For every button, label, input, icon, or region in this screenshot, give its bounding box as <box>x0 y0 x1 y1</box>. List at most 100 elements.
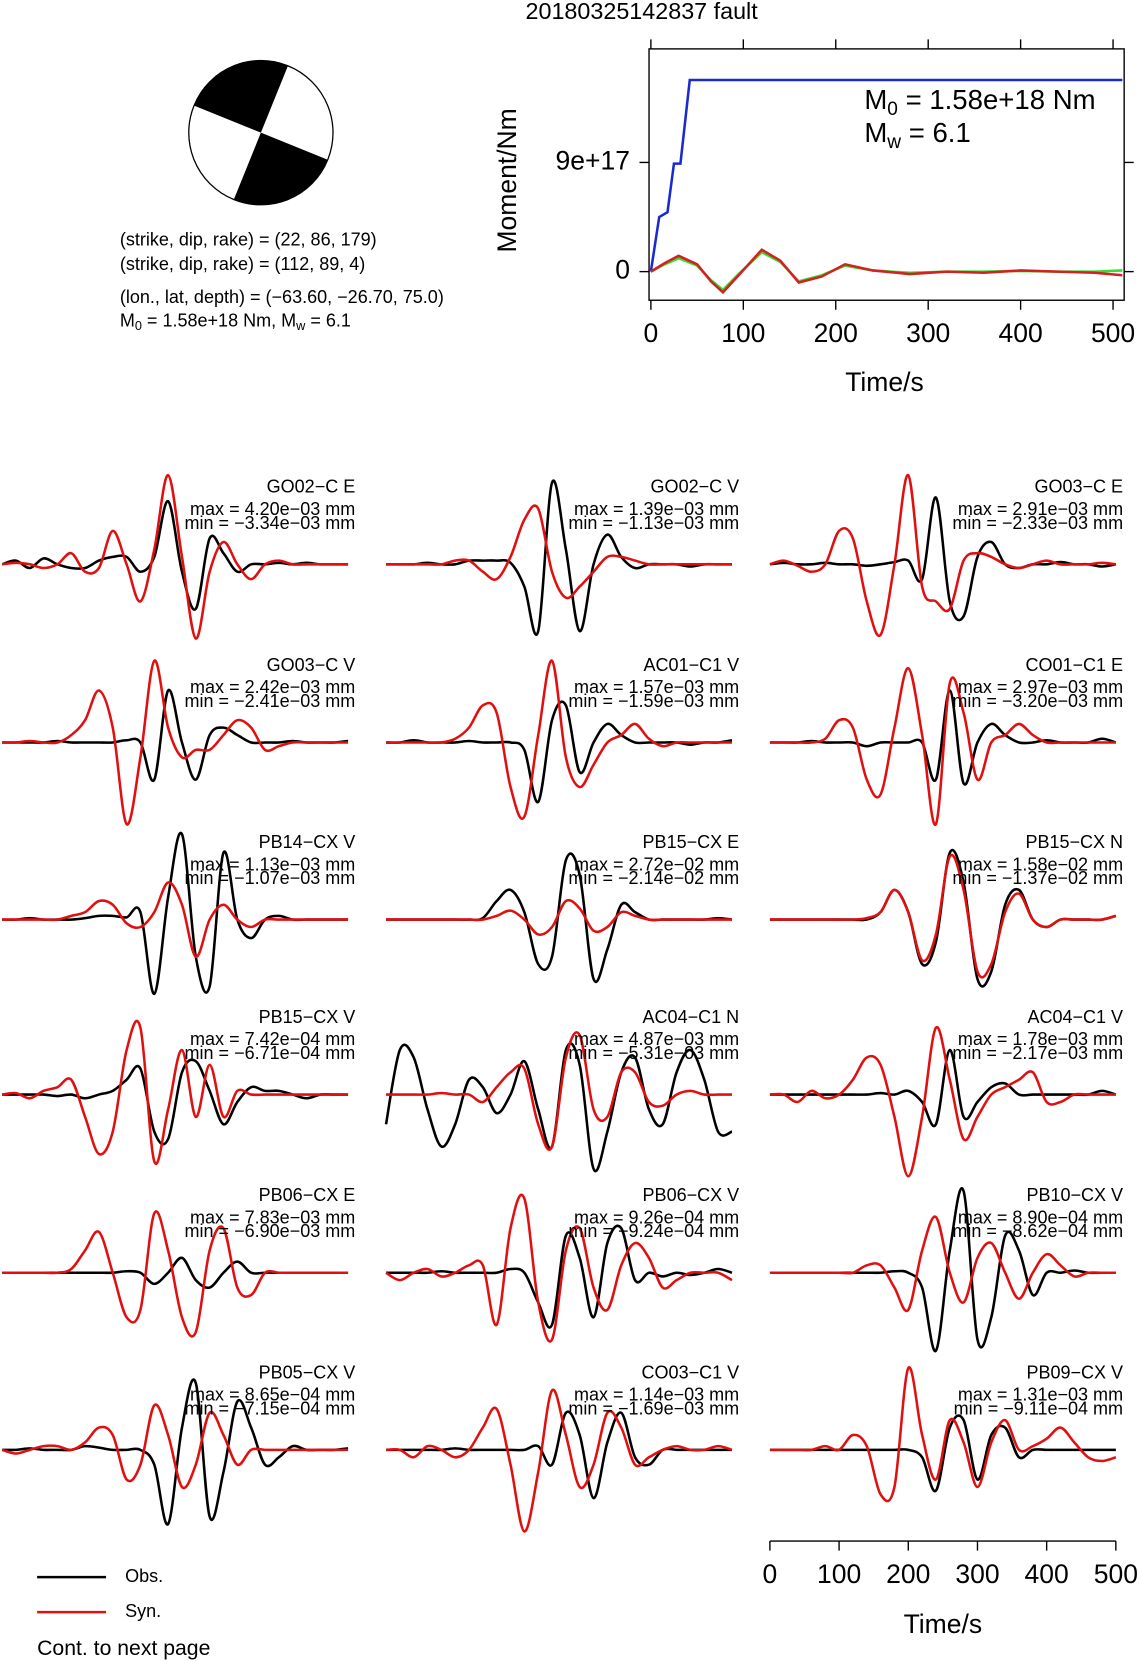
panel-min: min = −1.69e−03 mm <box>568 1398 739 1418</box>
panel-title: PB15−CX N <box>1025 832 1123 852</box>
waveform <box>386 659 732 820</box>
waveform <box>2 659 349 826</box>
annotation: Mw = 6.1 <box>864 117 970 153</box>
focal-text: (strike, dip, rake) = (112, 89, 4) <box>120 254 365 274</box>
waveform <box>385 1193 733 1343</box>
x-axis-label: Time/s <box>904 1609 983 1639</box>
panel-title: AC04−C1 N <box>643 1007 740 1027</box>
waveform <box>1 473 349 640</box>
beachball <box>188 59 334 206</box>
panel-min: min = −3.34e−03 mm <box>185 513 356 533</box>
panel-min: min = −2.41e−03 mm <box>185 691 356 711</box>
panel-max: max = 1.58e−02 mm <box>958 854 1123 874</box>
text-segment: = 1.58e+18 Nm, M <box>142 310 296 330</box>
beachball-quadrant <box>233 132 328 205</box>
panel-title: PB14−CX V <box>259 832 356 852</box>
panel-title: PB10−CX V <box>1026 1185 1123 1205</box>
panel-min: min = −1.59e−03 mm <box>568 691 739 711</box>
panel-min: min = −1.13e−03 mm <box>568 513 739 533</box>
panel-max: max = 1.78e−03 mm <box>958 1029 1123 1049</box>
panel-title: CO03−C1 V <box>642 1362 740 1382</box>
x-tick-label: 400 <box>999 318 1043 348</box>
waveform <box>1 1403 349 1490</box>
panel-max: max = 4.87e−03 mm <box>574 1029 739 1049</box>
panel-max: max = 1.39e−03 mm <box>574 499 739 519</box>
waveform <box>769 473 1117 638</box>
x-tick-label: 500 <box>1094 1559 1138 1589</box>
y-tick-label: 0 <box>615 255 630 285</box>
panel-max: max = 1.13e−03 mm <box>190 854 355 874</box>
panel-max: max = 7.42e−04 mm <box>190 1029 355 1049</box>
focal-text: (lon., lat, depth) = (−63.60, −26.70, 75… <box>120 287 444 307</box>
panel-min: min = −7.15e−04 mm <box>185 1398 356 1418</box>
panel-max: max = 8.65e−04 mm <box>190 1385 355 1405</box>
subscript: 0 <box>887 99 898 120</box>
panel-max: max = 1.14e−03 mm <box>574 1385 739 1405</box>
text-segment: M <box>864 117 887 148</box>
panel-max: max = 2.42e−03 mm <box>190 677 355 697</box>
waveform <box>386 1031 732 1151</box>
plot-frame <box>648 48 1125 301</box>
panel-max: max = 4.20e−03 mm <box>190 499 355 519</box>
panel-min: min = −5.31e−03 mm <box>568 1043 739 1063</box>
waveform <box>386 1224 733 1329</box>
panel-title: AC01−C1 V <box>644 655 740 675</box>
waveform <box>769 1215 1116 1313</box>
x-tick-label: 100 <box>817 1559 861 1589</box>
footer: Cont. to next page <box>37 1637 210 1660</box>
panel-min: min = −6.71e−04 mm <box>185 1043 356 1063</box>
x-axis-label: Time/s <box>845 367 924 397</box>
waveform <box>769 496 1117 622</box>
x-tick-label: 500 <box>1091 318 1135 348</box>
waveform <box>2 831 349 996</box>
waveform <box>386 504 732 600</box>
x-tick-label: 0 <box>763 1559 778 1589</box>
panel-max: max = 2.72e−02 mm <box>574 854 739 874</box>
panel-title: PB15−CX V <box>259 1007 356 1027</box>
y-tick-label: 9e+17 <box>556 145 630 175</box>
waveform <box>386 898 732 936</box>
panel-title: AC04−C1 V <box>1027 1007 1123 1027</box>
panel-max: max = 1.57e−03 mm <box>574 677 739 697</box>
panel-title: GO03−C V <box>267 655 356 675</box>
text-segment: M <box>120 310 135 330</box>
x-tick-label: 100 <box>721 318 765 348</box>
page-title: 20180325142837 fault <box>526 0 759 24</box>
panel-min: min = −2.14e−02 mm <box>568 868 739 888</box>
panel-title: PB06−CX E <box>259 1185 356 1205</box>
annotation: M0 = 1.58e+18 Nm <box>864 84 1095 120</box>
panel-min: min = −6.90e−03 mm <box>185 1221 356 1241</box>
subscript: 0 <box>135 318 142 333</box>
text-segment: = 6.1 <box>305 310 351 330</box>
panel-title: CO01−C1 E <box>1025 655 1123 675</box>
waveform <box>2 881 349 958</box>
panel-title: PB09−CX V <box>1026 1362 1123 1382</box>
legend-label: Syn. <box>125 1601 161 1621</box>
panel-max: max = 7.83e−03 mm <box>190 1207 355 1227</box>
x-tick-label: 400 <box>1025 1559 1069 1589</box>
moment-line <box>649 78 1123 272</box>
x-tick-label: 0 <box>644 318 659 348</box>
panel-max: max = 2.91e−03 mm <box>958 499 1123 519</box>
x-tick-label: 200 <box>814 318 858 348</box>
waveform <box>769 1366 1117 1503</box>
panel-max: max = 9.26e−04 mm <box>574 1207 739 1227</box>
text-segment: = 6.1 <box>901 117 971 148</box>
panel-min: min = −1.07e−03 mm <box>185 868 356 888</box>
waveform <box>769 1414 1116 1493</box>
